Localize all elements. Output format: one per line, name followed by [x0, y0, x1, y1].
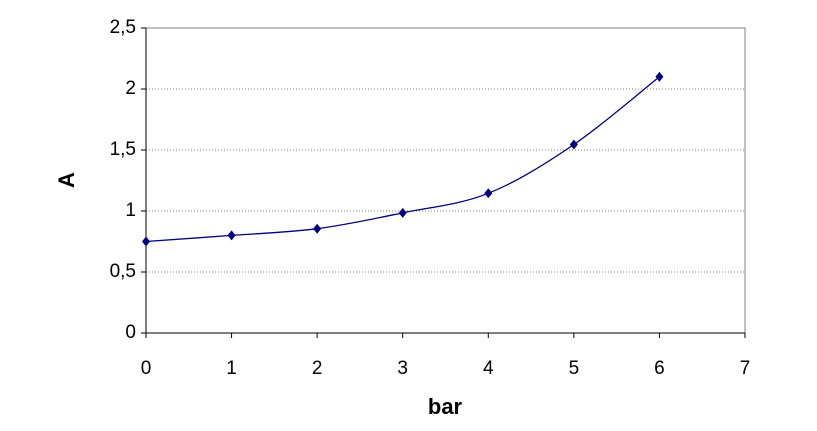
plot-area — [145, 27, 746, 334]
x-tick-label: 0 — [141, 358, 152, 379]
y-tick-label: 2,5 — [110, 17, 136, 38]
x-tick-label: 6 — [654, 358, 665, 379]
x-tick-label: 7 — [740, 358, 751, 379]
x-tick-label: 4 — [483, 358, 494, 379]
marker — [313, 223, 322, 234]
x-tick-label: 1 — [226, 358, 237, 379]
y-tick-label: 1 — [125, 200, 136, 221]
y-tick-label: 2 — [125, 78, 136, 99]
marker — [484, 188, 493, 199]
marker — [398, 207, 407, 218]
y-tick-label: 0 — [125, 322, 136, 343]
y-tick-label: 0,5 — [110, 261, 136, 282]
x-tick-label: 3 — [397, 358, 408, 379]
marker — [142, 236, 150, 247]
x-tick-label: 2 — [312, 358, 323, 379]
marker — [569, 139, 578, 150]
marker — [227, 230, 236, 241]
x-tick-label: 5 — [569, 358, 580, 379]
x-axis-label: bar — [428, 394, 463, 419]
marker — [655, 71, 664, 82]
y-axis-label: A — [54, 172, 79, 188]
y-tick-label: 1,5 — [110, 139, 136, 160]
